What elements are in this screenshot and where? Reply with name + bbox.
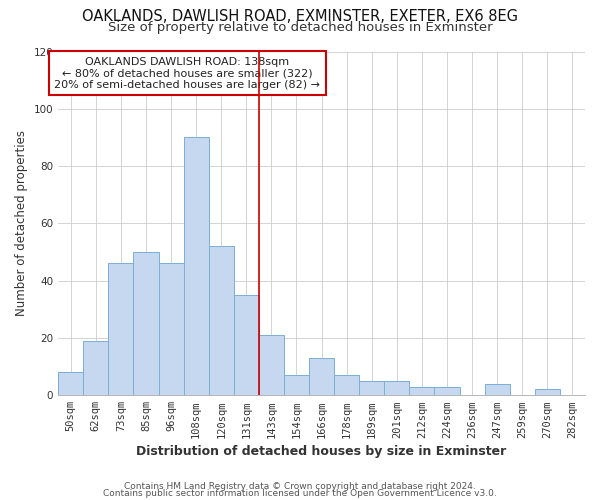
Bar (359, 381, 385, 395)
Bar (385, 381, 409, 395)
Bar (284, 375, 309, 395)
Bar (83, 341, 109, 395)
Bar (535, 390, 560, 395)
Bar (184, 138, 209, 395)
Bar (158, 264, 184, 395)
Y-axis label: Number of detached properties: Number of detached properties (15, 130, 28, 316)
Bar (485, 384, 510, 395)
Bar (234, 295, 259, 395)
Bar (334, 375, 359, 395)
Text: OAKLANDS DAWLISH ROAD: 138sqm
← 80% of detached houses are smaller (322)
20% of : OAKLANDS DAWLISH ROAD: 138sqm ← 80% of d… (54, 56, 320, 90)
Bar (109, 264, 133, 395)
Bar (133, 252, 158, 395)
Bar (309, 358, 334, 395)
Bar (209, 246, 234, 395)
Text: Contains public sector information licensed under the Open Government Licence v3: Contains public sector information licen… (103, 488, 497, 498)
Bar (259, 335, 284, 395)
X-axis label: Distribution of detached houses by size in Exminster: Distribution of detached houses by size … (136, 444, 507, 458)
Bar (434, 386, 460, 395)
Bar (58, 372, 83, 395)
Bar (409, 386, 434, 395)
Text: OAKLANDS, DAWLISH ROAD, EXMINSTER, EXETER, EX6 8EG: OAKLANDS, DAWLISH ROAD, EXMINSTER, EXETE… (82, 9, 518, 24)
Text: Contains HM Land Registry data © Crown copyright and database right 2024.: Contains HM Land Registry data © Crown c… (124, 482, 476, 491)
Text: Size of property relative to detached houses in Exminster: Size of property relative to detached ho… (107, 21, 493, 34)
